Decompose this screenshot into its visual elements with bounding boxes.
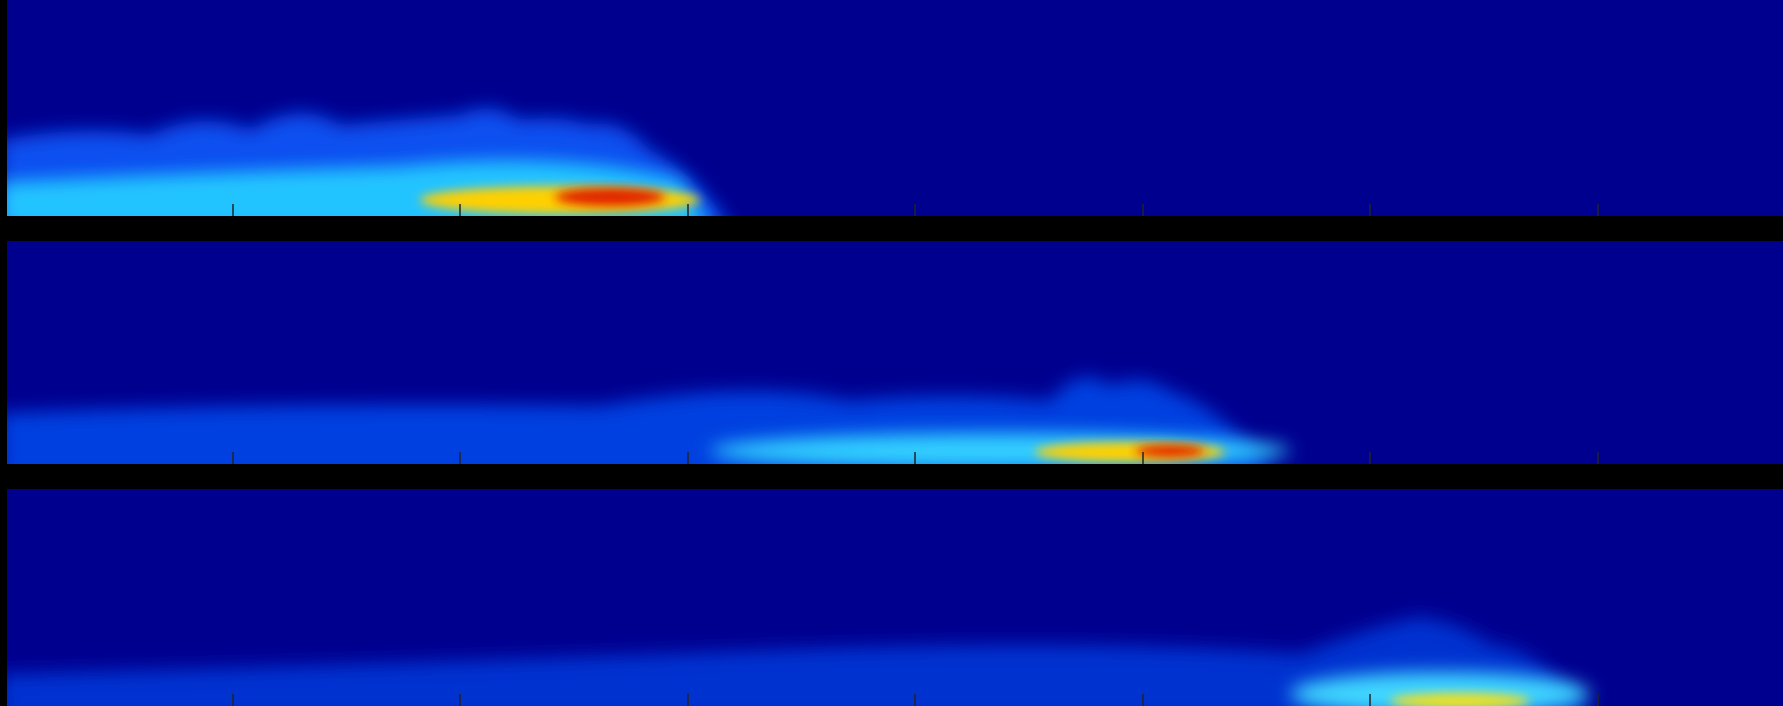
plume-peak xyxy=(555,188,665,206)
plume-peak xyxy=(1135,445,1205,457)
panel-1 xyxy=(0,0,1783,230)
panel-2 xyxy=(0,241,1783,481)
page: Plume panels {} html, body { margin: 0; … xyxy=(0,0,1783,706)
body xyxy=(0,0,1783,706)
figure xyxy=(0,0,1783,706)
panel-3 xyxy=(0,489,1783,706)
